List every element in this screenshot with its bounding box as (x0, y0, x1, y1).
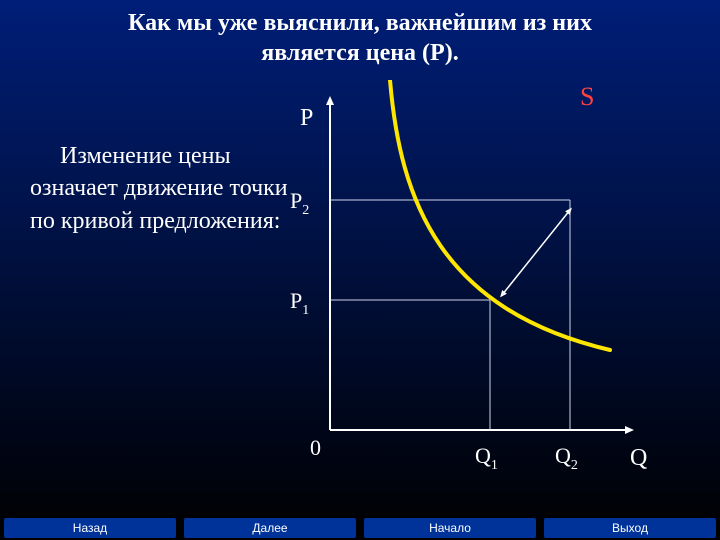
svg-text:Q2: Q2 (555, 443, 578, 473)
svg-text:0: 0 (310, 435, 321, 460)
svg-text:P: P (300, 105, 313, 131)
slide-stage: Как мы уже выяснили, важнейшим из них яв… (0, 0, 720, 540)
slide-title: Как мы уже выяснили, важнейшим из них яв… (0, 8, 720, 68)
nav-next-button[interactable]: Далее (184, 518, 356, 538)
svg-text:P1: P1 (290, 288, 309, 318)
nav-first-button[interactable]: Начало (364, 518, 536, 538)
svg-text:Q1: Q1 (475, 443, 498, 473)
svg-text:S: S (580, 82, 594, 111)
svg-text:Q: Q (630, 445, 647, 471)
slide-body-text: Изменение цены означает движение точки п… (30, 140, 290, 237)
supply-curve-chart: P 0 Q S P1 P2 Q1 Q2 (270, 80, 690, 500)
nav-back-button[interactable]: Назад (4, 518, 176, 538)
nav-exit-button[interactable]: Выход (544, 518, 716, 538)
svg-text:P2: P2 (290, 188, 309, 218)
nav-bar: Назад Далее Начало Выход (0, 516, 720, 540)
